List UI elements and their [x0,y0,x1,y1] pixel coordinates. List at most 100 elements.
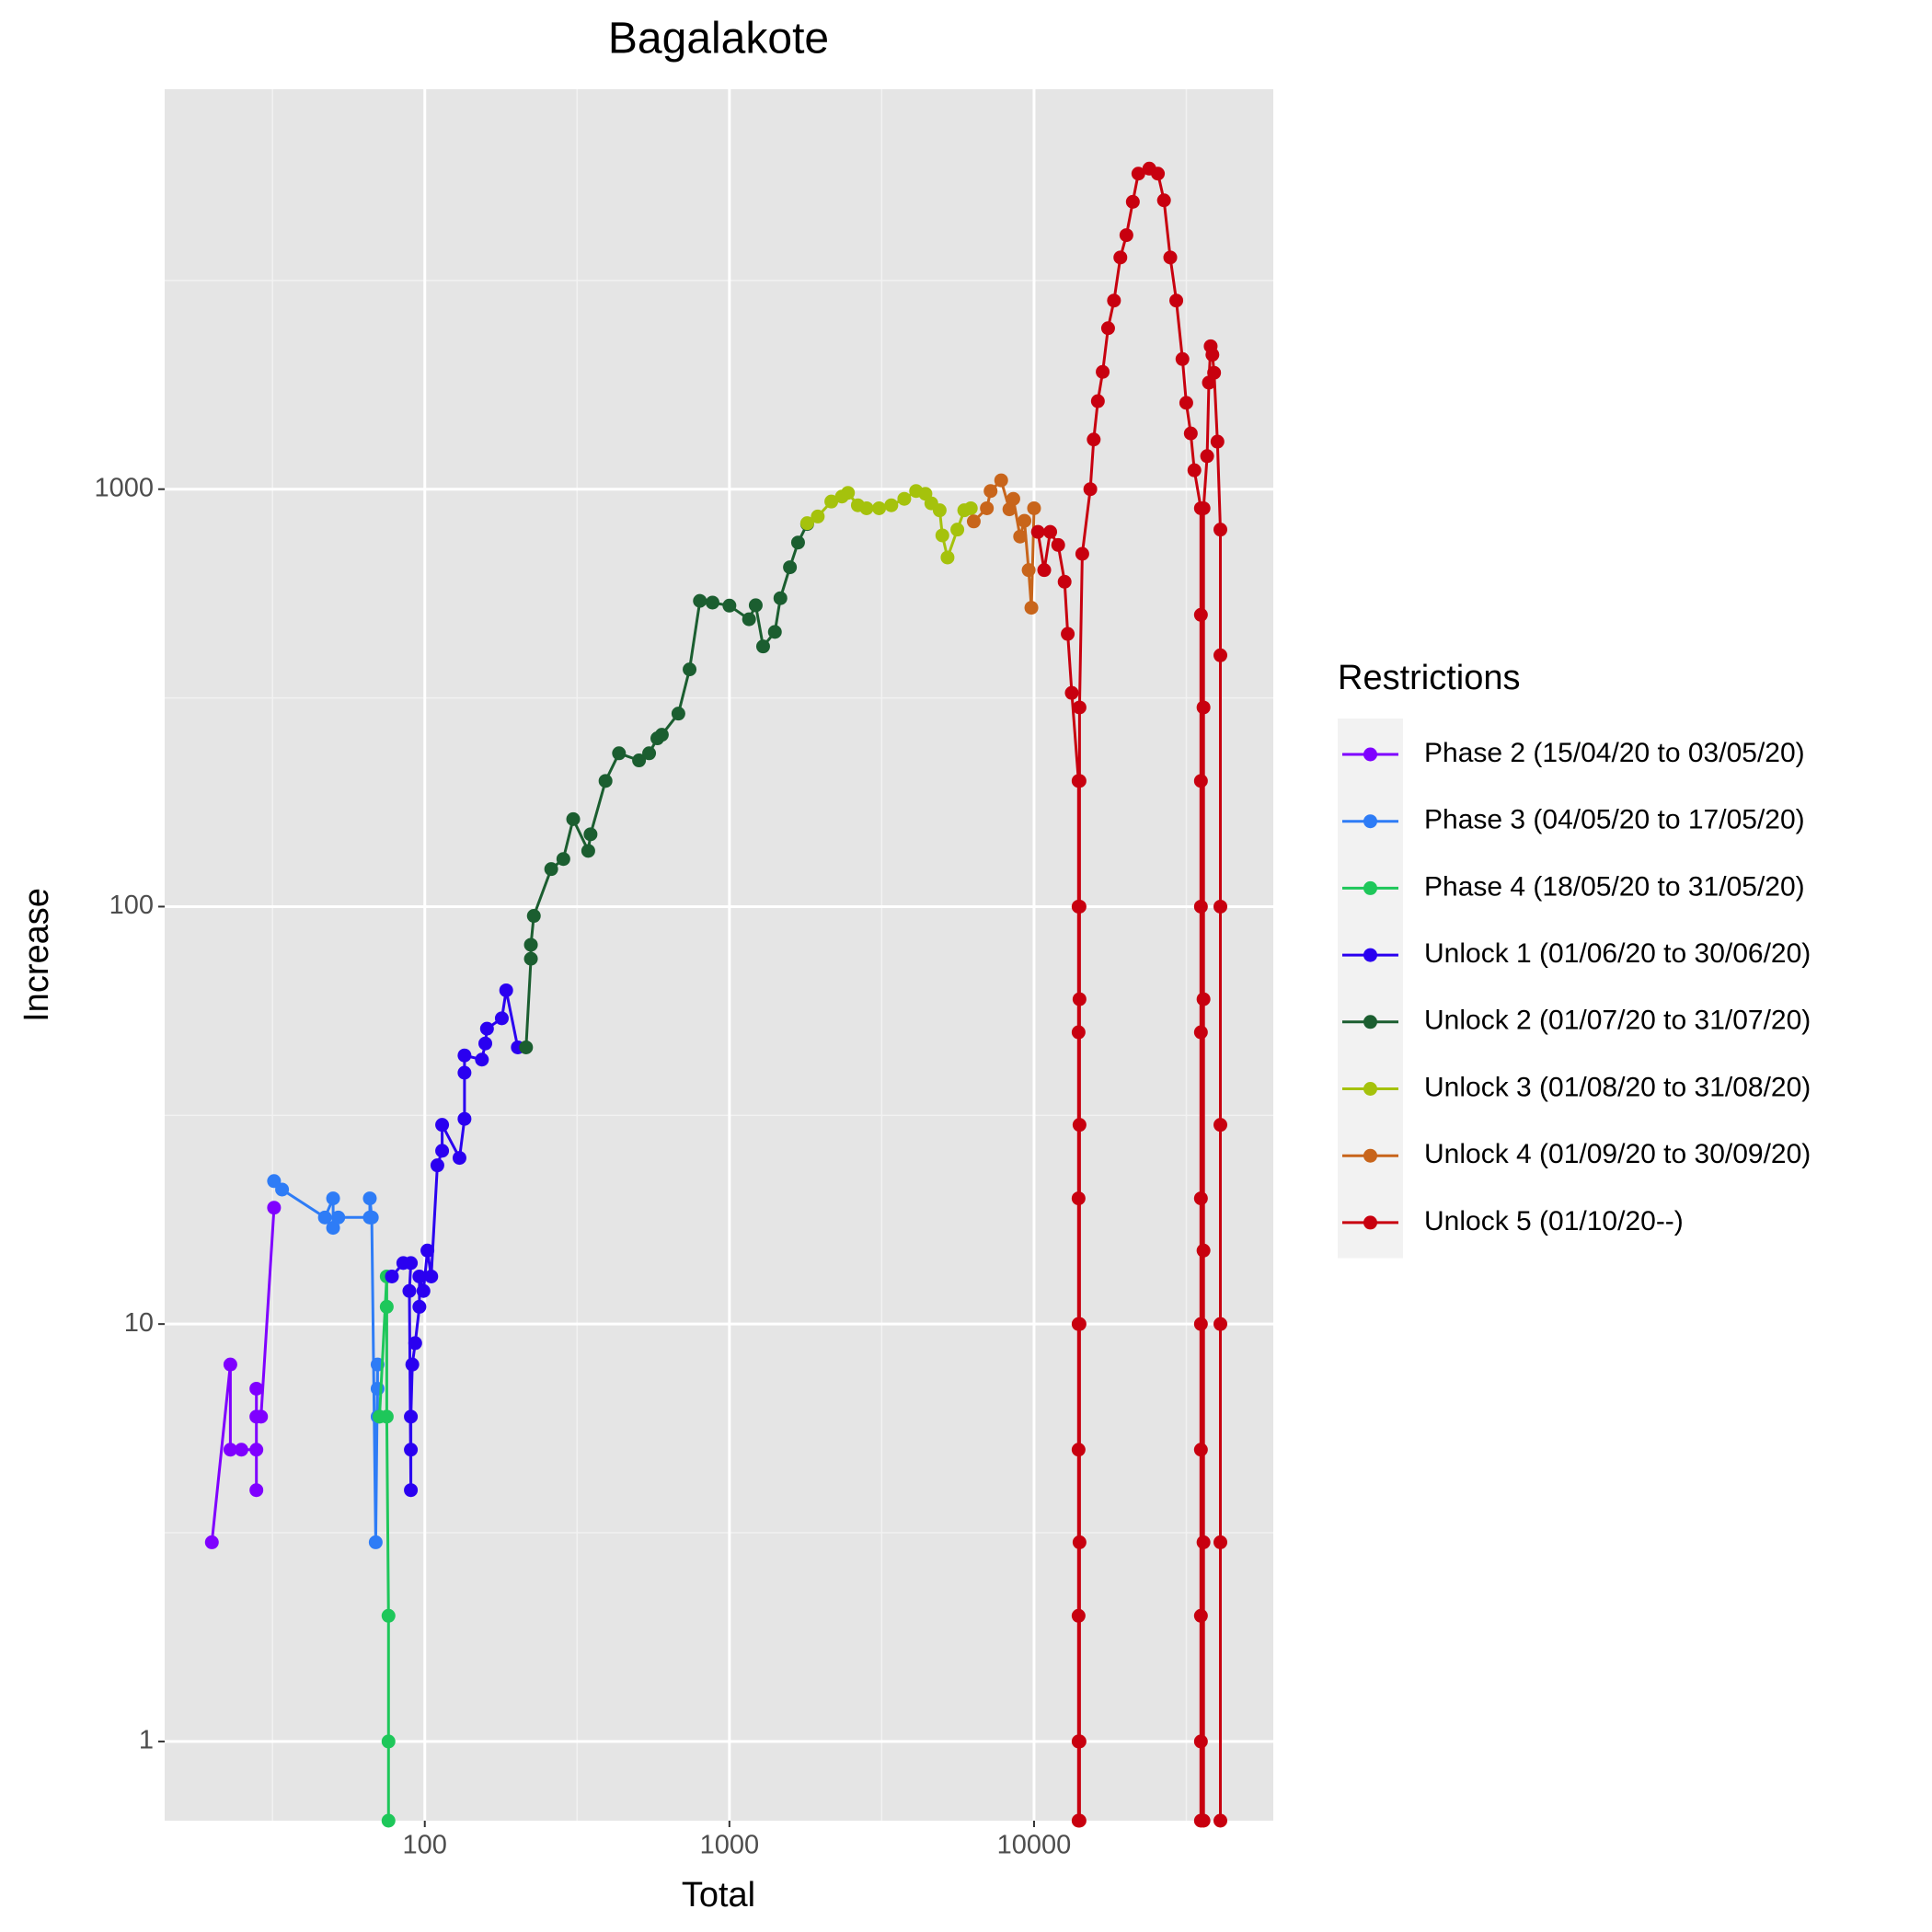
data-point [1024,601,1039,615]
data-point [404,1483,419,1498]
data-point [424,1269,439,1283]
data-point [364,1210,379,1225]
x-tick-label: 1000 [700,1831,760,1860]
data-point [1196,500,1211,515]
data-point [1205,348,1220,362]
data-point [1072,700,1087,715]
data-point [1083,482,1098,497]
data-point [935,528,949,543]
legend-key-point [1363,880,1377,895]
data-point [1072,774,1087,788]
data-point [1193,1317,1208,1331]
data-point [402,1283,417,1298]
data-point [1006,491,1020,506]
legend-label: Unlock 4 (01/09/20 to 30/09/20) [1424,1139,1811,1169]
data-point [556,852,570,867]
data-point [416,1283,431,1298]
data-point [1071,1191,1086,1206]
data-point [1193,1443,1208,1457]
data-point [526,909,541,924]
data-point [583,827,598,842]
data-point [966,514,981,529]
data-point [404,1409,419,1424]
data-point [379,1409,394,1424]
data-point [1151,167,1166,181]
data-point [598,774,613,788]
data-point [249,1443,264,1457]
data-point [1163,250,1178,265]
data-point [1037,563,1052,578]
legend-key-point [1363,1148,1377,1163]
data-point [1196,700,1211,715]
data-point [204,1535,219,1549]
data-point [1196,1813,1211,1828]
data-point [1156,193,1171,208]
data-point [275,1182,290,1197]
data-point [457,1048,472,1063]
data-point [612,746,627,761]
data-point [1119,228,1133,243]
data-point [1183,426,1198,441]
data-point [249,1483,264,1498]
data-point [523,951,538,966]
data-point [1196,992,1211,1006]
data-point [581,844,595,858]
data-point [381,1608,396,1623]
data-point [1193,774,1208,788]
data-point [1021,563,1036,578]
legend-label: Unlock 3 (01/08/20 to 31/08/20) [1424,1072,1811,1102]
data-point [420,1243,435,1258]
data-point [884,498,899,512]
y-axis-title: Increase [17,888,56,1022]
data-point [1207,365,1222,380]
data-point [381,1813,396,1828]
data-point [479,1021,494,1036]
data-point [994,473,1008,488]
data-point [932,503,947,518]
y-tick-label: 1000 [94,473,154,502]
data-point [1087,432,1101,447]
data-point [1100,321,1115,336]
data-point [748,598,763,613]
data-point [1096,364,1110,379]
data-point [381,1734,396,1749]
data-point [980,500,995,515]
plot-panel [165,89,1273,1821]
data-point [368,1535,383,1549]
data-point [494,1011,509,1026]
data-point [824,494,839,509]
data-point [1196,1535,1211,1549]
data-point [1213,523,1228,537]
data-point [1072,1317,1087,1331]
data-point [223,1357,237,1372]
data-point [1213,1317,1228,1331]
data-point [767,625,782,639]
data-point [523,937,538,952]
data-point [1175,351,1190,366]
data-point [249,1381,264,1396]
data-point [1072,1734,1087,1749]
data-point [1169,293,1184,308]
data-point [435,1144,450,1158]
data-point [1107,293,1121,308]
data-point [331,1210,346,1225]
data-point [1187,463,1202,477]
data-point [1064,685,1079,700]
data-point [1213,899,1228,914]
data-point [435,1118,450,1133]
data-point [499,983,513,997]
data-point [475,1052,489,1067]
data-point [671,707,685,721]
data-point [811,509,825,523]
data-point [1196,1243,1211,1258]
legend-key-point [1363,747,1377,762]
data-point [412,1269,427,1283]
data-point [1051,537,1065,552]
legend-title: Restrictions [1338,659,1521,697]
legend-key-point [1363,1082,1377,1096]
data-point [385,1269,399,1283]
legend-key-point [1363,814,1377,829]
data-point [452,1151,466,1166]
data-point [1027,500,1041,515]
